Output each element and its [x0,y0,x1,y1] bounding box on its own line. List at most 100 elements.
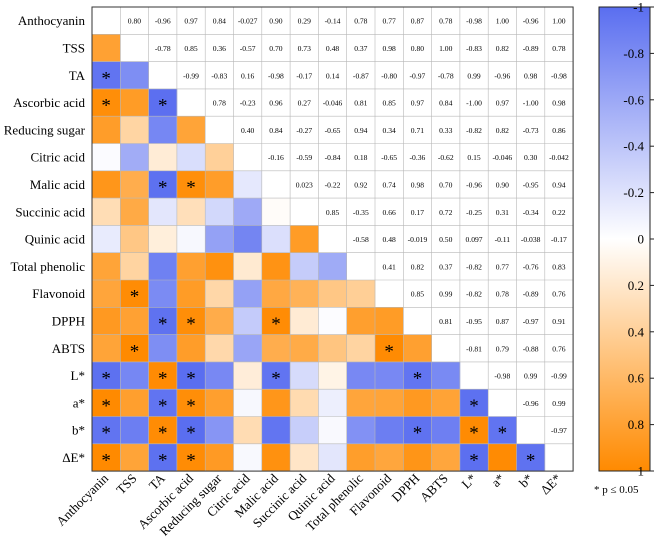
correlation-value: 0.41 [383,262,396,271]
correlation-value: 0.71 [411,126,424,135]
column-label: ΔE* [537,471,564,498]
heatmap-cell-16-11 [403,443,432,472]
heatmap-cell-7-2 [148,198,178,226]
heatmap-cell-13-1 [120,361,149,390]
correlation-value: -0.98 [494,372,510,381]
correlation-value: 0.72 [439,208,452,217]
row-label: TSS [63,40,85,55]
significance-star: * [101,396,111,417]
correlation-value: 0.78 [552,44,565,53]
correlation-value: 0.85 [411,290,424,299]
correlation-value: 0.96 [269,99,282,108]
significance-star: * [158,96,168,117]
column-label: TA [146,470,169,493]
heatmap-cells: 0.80 -0.96 0.97 0.84 -0.027 0.90 0.29 -0.14 0.78… [92,17,569,472]
correlation-value: -0.87 [353,71,369,80]
correlation-value: -0.62 [438,153,454,162]
colorbar-tick-label: 0.2 [628,278,644,293]
heatmap-cell-10-1 [120,280,149,308]
heatmap-cell-14-2 [148,389,178,417]
correlation-value: -0.83 [211,71,227,80]
heatmap-cell-12-11 [403,334,432,363]
significance-star: * [158,396,168,417]
heatmap-cell-13-2 [148,361,178,390]
heatmap-cell-9-2 [148,252,178,281]
correlation-value: 0.48 [383,235,396,244]
heatmap-cell-11-0 [92,307,121,335]
significance-star: * [101,96,111,117]
correlation-value: -0.14 [325,17,341,26]
correlation-value: 0.76 [552,344,565,353]
correlation-value: -0.89 [523,290,539,299]
significance-star: * [101,68,111,89]
row-label: TA [69,68,86,83]
heatmap-cell-14-13 [459,389,489,417]
heatmap-cell-6-5 [233,170,263,199]
heatmap-cell-14-1 [120,389,149,417]
significance-star: * [384,341,394,362]
correlation-value: -0.35 [353,208,369,217]
colorbar-tick-label: -0.4 [623,139,644,154]
correlation-value: 0.98 [524,71,537,80]
correlation-value: 0.80 [411,44,424,53]
significance-star: * [158,369,168,390]
row-label: Flavonoid [32,286,85,301]
correlation-value: 0.84 [213,17,226,26]
correlation-value: 0.77 [496,262,509,271]
heatmap-cell-6-0 [92,170,121,199]
correlation-value: -0.95 [466,317,482,326]
correlation-value: -0.96 [523,17,539,26]
correlation-value: -1.00 [523,99,539,108]
correlation-value: -0.95 [523,180,539,189]
heatmap-cell-7-1 [120,198,149,226]
heatmap-cell-16-14 [488,443,517,472]
correlation-value: -0.76 [523,262,539,271]
column-label: L* [458,471,479,492]
heatmap-cell-11-6 [261,307,291,335]
heatmap-cell-13-11 [403,361,432,390]
heatmap-cell-6-4 [205,170,234,199]
heatmap-cell-15-0 [92,416,121,445]
correlation-value: -0.97 [551,426,567,435]
correlation-value: -0.99 [551,372,567,381]
heatmap-cell-9-1 [120,252,149,281]
significance-star: * [130,341,140,362]
correlation-value: -0.78 [438,71,454,80]
heatmap-cell-12-4 [205,334,234,363]
correlation-value: 0.40 [241,126,254,135]
heatmap-cell-13-5 [233,361,263,390]
correlation-value: 0.82 [496,126,509,135]
heatmap-cell-4-0 [92,116,121,144]
heatmap-cell-4-3 [176,116,206,144]
significance-star: * [469,396,479,417]
correlation-value: -0.84 [325,153,341,162]
heatmap-cell-12-2 [148,334,178,363]
heatmap-cell-14-6 [261,389,291,417]
heatmap-cell-3-2 [148,88,178,117]
correlation-value: 0.87 [496,317,509,326]
significance-star: * [101,423,111,444]
correlation-value: 0.87 [411,17,424,26]
heatmap-cell-10-3 [176,280,206,308]
heatmap-cell-12-5 [233,334,263,363]
colorbar-tick-label: 0.6 [628,371,645,386]
heatmap-cell-13-10 [375,361,404,390]
row-label: b* [72,423,85,438]
correlation-value: 0.80 [128,17,141,26]
heatmap-cell-6-1 [120,170,149,199]
heatmap-cell-12-10 [375,334,404,363]
row-label: ΔE* [62,450,85,465]
heatmap-cell-8-7 [290,225,319,253]
correlation-value: -0.25 [466,208,482,217]
grid-lines [91,6,574,472]
significance-star: * [158,423,168,444]
correlation-value: 0.86 [552,126,565,135]
heatmap-cell-13-9 [346,361,376,390]
heatmap-cell-15-4 [205,416,234,445]
heatmap-cell-10-6 [261,280,291,308]
heatmap-cell-12-7 [290,334,319,363]
row-label: L* [71,368,85,383]
row-label: a* [73,395,85,410]
correlation-value: -0.046 [493,153,513,162]
heatmap-cell-1-0 [92,34,121,62]
